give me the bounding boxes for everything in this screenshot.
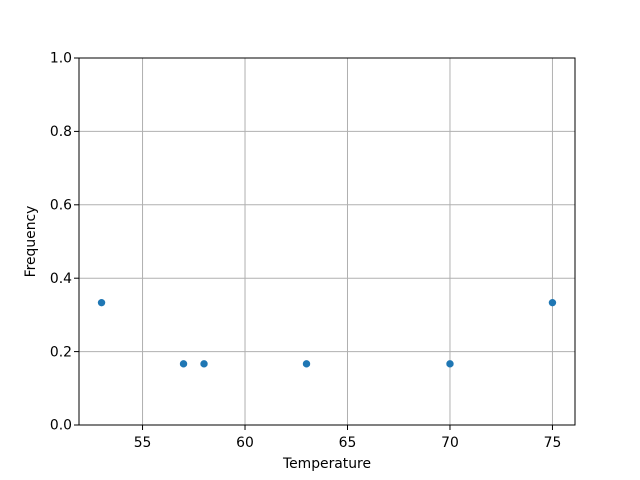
y-tick-label: 0.2 [50, 344, 72, 360]
y-tick-label: 0.6 [50, 198, 72, 214]
x-tick-label: 70 [441, 435, 459, 451]
data-point [200, 360, 208, 368]
x-tick-label: 65 [339, 435, 357, 451]
data-point [446, 360, 454, 368]
y-tick-label: 0.8 [50, 124, 72, 140]
y-axis-label: Frequency [23, 206, 39, 278]
y-tick-label: 1.0 [50, 51, 72, 67]
plot-border [78, 57, 576, 426]
data-point [302, 360, 311, 368]
x-axis-label: Temperature [282, 456, 371, 472]
x-tick-label: 55 [134, 435, 152, 451]
x-tick-label: 60 [236, 435, 254, 451]
data-point [548, 298, 557, 307]
y-tick-label: 0.0 [50, 418, 72, 434]
data-point [179, 360, 188, 368]
x-tick-label: 75 [544, 435, 562, 451]
y-tick-label: 0.4 [50, 271, 72, 287]
data-point [97, 298, 106, 307]
